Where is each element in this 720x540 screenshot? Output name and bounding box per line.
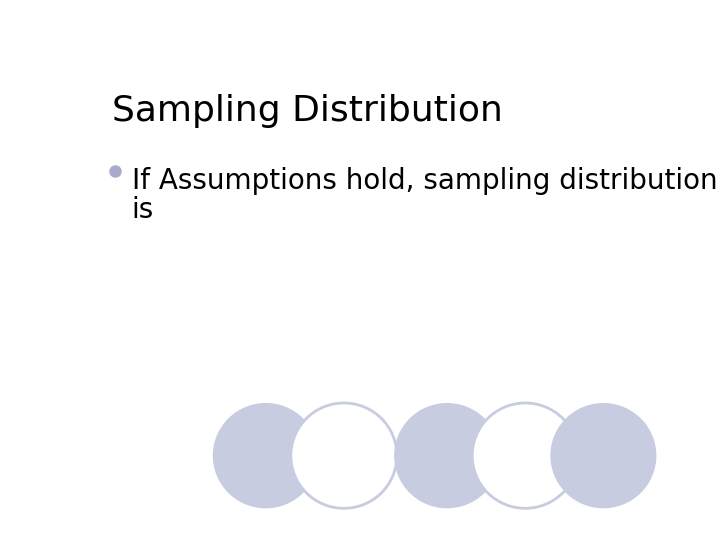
Text: If Assumptions hold, sampling distribution: If Assumptions hold, sampling distributi… [132,167,717,195]
Text: Sampling Distribution: Sampling Distribution [112,94,503,128]
Ellipse shape [550,403,657,508]
Ellipse shape [472,403,578,508]
Ellipse shape [394,403,500,508]
Text: is: is [132,196,154,224]
Ellipse shape [291,403,397,508]
Ellipse shape [213,403,319,508]
